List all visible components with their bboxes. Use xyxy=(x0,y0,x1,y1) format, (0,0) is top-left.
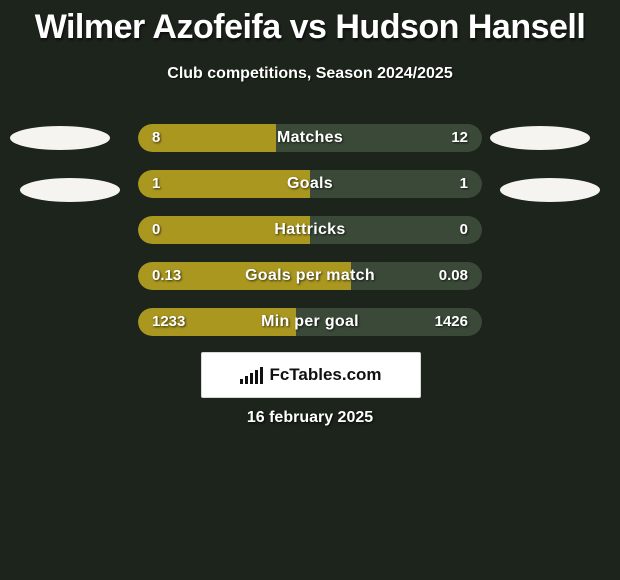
bar-track: Hattricks xyxy=(138,216,482,244)
stat-label: Hattricks xyxy=(138,216,482,244)
stat-value-left: 1233 xyxy=(152,308,185,336)
stat-label: Goals per match xyxy=(138,262,482,290)
stat-value-right: 1426 xyxy=(435,308,468,336)
bar-track: Goals per match xyxy=(138,262,482,290)
stat-rows: Matches8 12 Goals1 1 Hattricks0 0 Goals per ma… xyxy=(0,124,620,354)
logo-text: FcTables.com xyxy=(269,365,381,385)
decorative-ellipse xyxy=(10,126,110,150)
bar-track: Matches xyxy=(138,124,482,152)
stat-value-left: 8 xyxy=(152,124,160,152)
stat-label: Matches xyxy=(138,124,482,152)
stat-label: Goals xyxy=(138,170,482,198)
page-title: Wilmer Azofeifa vs Hudson Hansell xyxy=(0,0,620,47)
stat-row: Hattricks0 0 xyxy=(0,216,620,246)
stat-value-right: 1 xyxy=(460,170,468,198)
update-date: 16 february 2025 xyxy=(0,409,620,427)
stat-value-right: 0 xyxy=(460,216,468,244)
stat-value-right: 12 xyxy=(451,124,468,152)
stat-row: Min per goal1233 1426 xyxy=(0,308,620,338)
stat-row: Goals per match0.13 0.08 xyxy=(0,262,620,292)
comparison-infographic: Wilmer Azofeifa vs Hudson Hansell Club c… xyxy=(0,0,620,580)
bar-chart-icon xyxy=(240,366,263,384)
stat-value-right: 0.08 xyxy=(439,262,468,290)
decorative-ellipse xyxy=(20,178,120,202)
decorative-ellipse xyxy=(500,178,600,202)
stat-value-left: 0.13 xyxy=(152,262,181,290)
stat-value-left: 0 xyxy=(152,216,160,244)
page-subtitle: Club competitions, Season 2024/2025 xyxy=(0,65,620,83)
bar-track: Goals xyxy=(138,170,482,198)
stat-label: Min per goal xyxy=(138,308,482,336)
source-logo: FcTables.com xyxy=(201,352,421,398)
logo-content: FcTables.com xyxy=(240,365,381,385)
stat-value-left: 1 xyxy=(152,170,160,198)
decorative-ellipse xyxy=(490,126,590,150)
bar-track: Min per goal xyxy=(138,308,482,336)
